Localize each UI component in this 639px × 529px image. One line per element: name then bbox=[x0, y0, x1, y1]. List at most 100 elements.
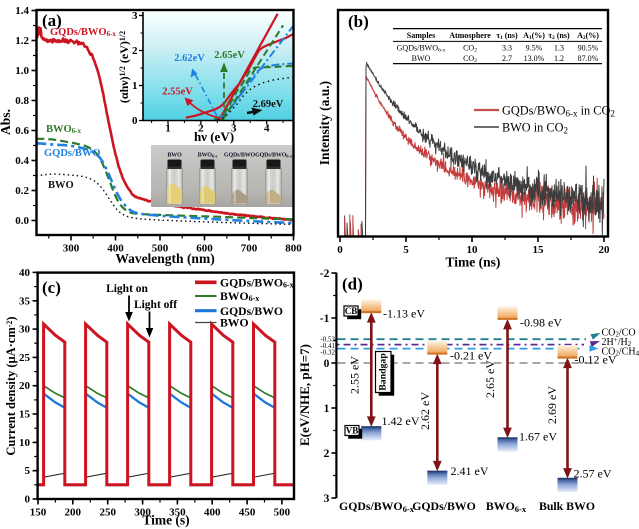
svg-text:35: 35 bbox=[19, 295, 31, 307]
svg-text:GQDs/BWO6-x: GQDs/BWO6-x bbox=[255, 153, 293, 159]
svg-text:2.41 eV: 2.41 eV bbox=[451, 464, 489, 478]
svg-text:400: 400 bbox=[204, 507, 221, 519]
svg-text:GQDs/BWO6-x: GQDs/BWO6-x bbox=[220, 277, 294, 290]
svg-text:-0.21 eV: -0.21 eV bbox=[450, 349, 492, 363]
svg-text:GQDs/BWO6-x: GQDs/BWO6-x bbox=[397, 44, 446, 54]
svg-text:3: 3 bbox=[231, 123, 237, 135]
svg-text:Samples: Samples bbox=[407, 31, 435, 40]
svg-text:1.42 eV: 1.42 eV bbox=[382, 414, 420, 428]
svg-text:10: 10 bbox=[19, 437, 31, 449]
svg-text:GQDs/BWO6-x: GQDs/BWO6-x bbox=[339, 499, 415, 514]
svg-text:1.0: 1.0 bbox=[15, 65, 29, 77]
svg-text:2.65eV: 2.65eV bbox=[214, 50, 245, 61]
svg-text:2.62eV: 2.62eV bbox=[174, 53, 205, 64]
svg-text:2.55 eV: 2.55 eV bbox=[348, 356, 362, 394]
svg-text:Intensity (a.u.): Intensity (a.u.) bbox=[317, 81, 332, 165]
svg-text:15: 15 bbox=[533, 244, 545, 256]
svg-text:13.0%: 13.0% bbox=[524, 54, 545, 63]
svg-text:E(eV/NHE, pH=7): E(eV/NHE, pH=7) bbox=[297, 344, 312, 446]
svg-text:90.5%: 90.5% bbox=[578, 44, 599, 53]
svg-text:0.6: 0.6 bbox=[15, 125, 29, 137]
svg-text:5: 5 bbox=[25, 465, 31, 477]
svg-text:30: 30 bbox=[19, 324, 31, 336]
svg-text:Abs.: Abs. bbox=[0, 109, 13, 135]
svg-text:20: 20 bbox=[599, 244, 611, 256]
svg-text:CB: CB bbox=[345, 306, 358, 316]
svg-text:A1(%): A1(%) bbox=[523, 31, 545, 41]
svg-text:500: 500 bbox=[274, 507, 291, 519]
svg-text:1.2: 1.2 bbox=[15, 35, 29, 47]
svg-text:A2(%): A2(%) bbox=[577, 31, 599, 41]
svg-text:-1.13 eV: -1.13 eV bbox=[383, 307, 425, 321]
svg-text:2.55eV: 2.55eV bbox=[162, 87, 193, 98]
svg-text:0: 0 bbox=[324, 358, 330, 370]
svg-text:1: 1 bbox=[165, 123, 171, 135]
svg-text:9.5%: 9.5% bbox=[526, 44, 543, 53]
svg-text:(αhν)1/2 (eV)1/2: (αhν)1/2 (eV)1/2 bbox=[117, 31, 131, 103]
svg-text:300: 300 bbox=[63, 243, 80, 255]
svg-text:BWO6-x: BWO6-x bbox=[46, 124, 82, 135]
svg-text:Bandgap: Bandgap bbox=[377, 353, 388, 391]
svg-text:BWO in CO2: BWO in CO2 bbox=[502, 121, 568, 136]
svg-text:3: 3 bbox=[324, 493, 330, 505]
svg-text:BWO6-x: BWO6-x bbox=[198, 153, 219, 159]
svg-text:-0.41: -0.41 bbox=[320, 342, 335, 350]
svg-text:2: 2 bbox=[324, 448, 330, 460]
svg-text:GQDs/BWO6-x in CO2: GQDs/BWO6-x in CO2 bbox=[502, 104, 615, 119]
svg-text:15: 15 bbox=[19, 409, 31, 421]
svg-text:(d): (d) bbox=[342, 275, 363, 294]
svg-text:800: 800 bbox=[285, 243, 302, 255]
svg-text:2: 2 bbox=[198, 123, 204, 135]
svg-text:0.4: 0.4 bbox=[15, 155, 29, 167]
svg-text:2.69 eV: 2.69 eV bbox=[545, 386, 559, 424]
svg-text:150: 150 bbox=[30, 507, 47, 519]
svg-text:-0.98 eV: -0.98 eV bbox=[520, 316, 562, 330]
svg-text:350: 350 bbox=[169, 507, 186, 519]
svg-text:2H+/H2: 2H+/H2 bbox=[602, 336, 632, 348]
svg-text:0.0: 0.0 bbox=[15, 215, 29, 227]
svg-text:GQDs/BWO: GQDs/BWO bbox=[224, 153, 256, 159]
svg-text:200: 200 bbox=[65, 507, 82, 519]
svg-text:1.4: 1.4 bbox=[15, 5, 29, 17]
svg-text:(a): (a) bbox=[42, 11, 62, 30]
svg-text:GQDs/BWO6-x: GQDs/BWO6-x bbox=[50, 27, 116, 38]
svg-text:Bulk BWO: Bulk BWO bbox=[539, 499, 595, 513]
svg-text:0: 0 bbox=[337, 244, 343, 256]
svg-text:hν (eV): hν (eV) bbox=[194, 129, 234, 144]
svg-text:VB: VB bbox=[346, 425, 359, 435]
svg-text:0: 0 bbox=[132, 115, 138, 127]
svg-text:0: 0 bbox=[25, 494, 31, 506]
svg-text:700: 700 bbox=[241, 243, 258, 255]
svg-text:Wavelength (nm): Wavelength (nm) bbox=[115, 251, 214, 266]
svg-text:3: 3 bbox=[132, 10, 138, 22]
svg-text:1.2: 1.2 bbox=[554, 54, 564, 63]
svg-text:-0.53: -0.53 bbox=[320, 336, 335, 344]
svg-text:2.7: 2.7 bbox=[502, 54, 512, 63]
svg-text:1.67 eV: 1.67 eV bbox=[519, 430, 557, 444]
svg-text:Time (s): Time (s) bbox=[142, 513, 189, 528]
svg-text:-1: -1 bbox=[320, 313, 330, 325]
svg-text:GQDs/BWO: GQDs/BWO bbox=[44, 148, 101, 159]
svg-text:0.2: 0.2 bbox=[15, 185, 29, 197]
svg-text:-2: -2 bbox=[320, 268, 330, 280]
svg-text:(c): (c) bbox=[42, 278, 61, 297]
svg-text:5: 5 bbox=[403, 244, 409, 256]
svg-text:BWO: BWO bbox=[220, 317, 249, 330]
svg-text:-0.32: -0.32 bbox=[320, 349, 335, 357]
svg-text:BWO: BWO bbox=[412, 54, 431, 63]
svg-text:0.8: 0.8 bbox=[15, 95, 29, 107]
svg-text:CO2/CO: CO2/CO bbox=[602, 328, 636, 339]
svg-text:87.0%: 87.0% bbox=[578, 54, 599, 63]
svg-text:CO2: CO2 bbox=[463, 54, 477, 64]
svg-text:400: 400 bbox=[107, 243, 124, 255]
svg-text:BWO6-x: BWO6-x bbox=[486, 499, 527, 514]
svg-text:Light off: Light off bbox=[134, 299, 177, 311]
svg-text:Current density (μA·cm-2): Current density (μA·cm-2) bbox=[4, 316, 18, 455]
svg-text:2.65 eV: 2.65 eV bbox=[483, 360, 497, 398]
svg-text:2.57 eV: 2.57 eV bbox=[574, 467, 612, 481]
svg-text:CO2/CH4: CO2/CH4 bbox=[602, 347, 639, 358]
svg-text:Atmosphere: Atmosphere bbox=[449, 31, 491, 40]
svg-text:1: 1 bbox=[324, 403, 330, 415]
svg-text:2.69eV: 2.69eV bbox=[253, 99, 284, 110]
svg-text:450: 450 bbox=[239, 507, 256, 519]
